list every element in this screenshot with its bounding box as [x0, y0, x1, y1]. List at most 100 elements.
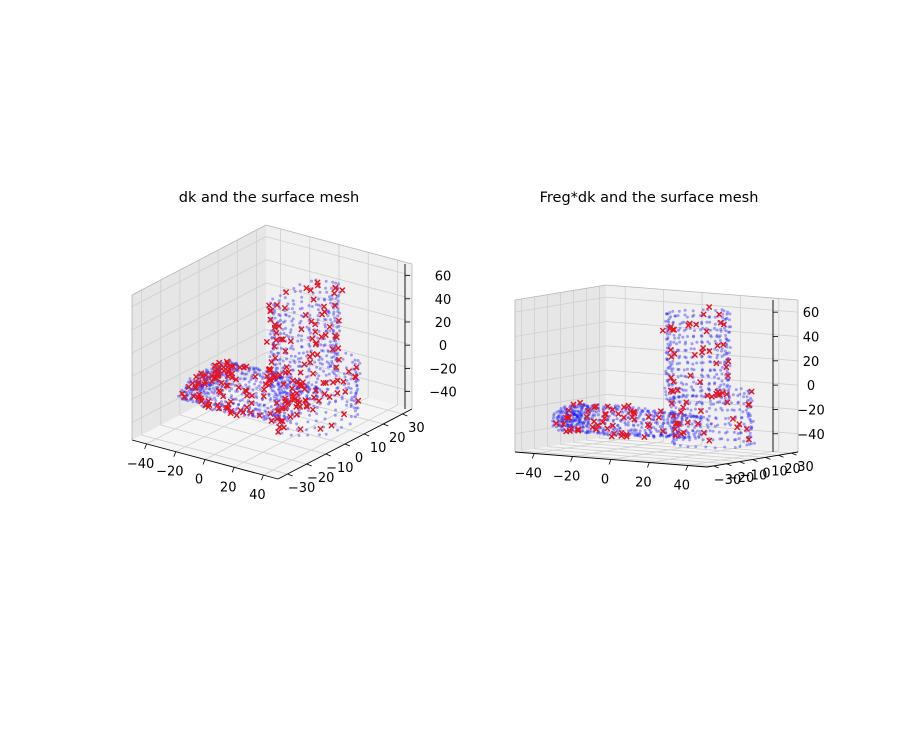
mesh-point	[680, 321, 684, 325]
mesh-point	[290, 344, 294, 348]
x-marker	[736, 421, 743, 428]
mesh-point	[271, 297, 275, 301]
mesh-point	[334, 408, 338, 412]
mesh-point	[254, 391, 258, 395]
x-marker	[299, 379, 307, 386]
mesh-point	[213, 389, 217, 393]
mesh-point	[322, 369, 325, 373]
mesh-point	[714, 416, 718, 420]
x-marker	[263, 338, 270, 346]
mesh-point	[349, 398, 353, 402]
mesh-point	[673, 396, 677, 400]
mesh-point	[269, 405, 273, 409]
mesh-point	[717, 430, 721, 434]
mesh-point	[670, 369, 674, 373]
mesh-point	[308, 313, 312, 317]
mesh-point	[349, 403, 353, 406]
mesh-point	[719, 327, 723, 331]
mesh-point	[713, 375, 716, 379]
x-marker	[355, 397, 362, 404]
mesh-point	[665, 332, 669, 336]
mesh-point	[324, 432, 328, 436]
mesh-point	[715, 335, 719, 339]
mesh-point	[574, 419, 578, 423]
mesh-point	[580, 422, 584, 426]
mesh-point	[562, 411, 566, 415]
mesh-point	[700, 368, 704, 372]
mesh-point	[736, 401, 740, 405]
mesh-point	[285, 391, 289, 395]
mesh-point	[345, 400, 349, 404]
mesh-point	[669, 340, 673, 344]
mesh-point	[720, 349, 723, 353]
mesh-point	[715, 333, 719, 337]
mesh-point	[186, 380, 190, 384]
mesh-point	[701, 375, 705, 378]
mesh-point	[258, 403, 262, 406]
mesh-point	[591, 415, 595, 418]
mesh-point	[750, 425, 754, 429]
mesh-point	[665, 330, 668, 334]
x-tick-label: 0	[601, 473, 609, 488]
mesh-point	[292, 310, 296, 314]
x-marker	[706, 303, 713, 311]
pane-edge	[514, 284, 607, 301]
mesh-point	[278, 391, 282, 395]
mesh-point	[261, 375, 265, 379]
mesh-point	[666, 380, 670, 384]
mesh-point	[277, 299, 281, 303]
mesh-point	[332, 372, 336, 376]
y-tick-label: −10	[326, 461, 353, 476]
mesh-point	[310, 279, 314, 283]
mesh-point	[717, 377, 721, 380]
mesh-point	[318, 290, 322, 294]
mesh-point	[709, 335, 713, 339]
y-tick-mark	[306, 463, 312, 467]
mesh-point	[270, 336, 274, 340]
mesh-point	[713, 381, 717, 385]
mesh-point	[571, 410, 575, 414]
mesh-point	[639, 421, 643, 424]
mesh-point	[292, 287, 296, 290]
mesh-point	[593, 413, 597, 417]
mesh-point	[742, 392, 746, 395]
x-marker	[668, 353, 675, 360]
mesh-point	[575, 422, 579, 426]
mesh-point	[679, 374, 683, 378]
grid-line-z	[131, 329, 267, 400]
mesh-point	[631, 423, 635, 427]
mesh-point	[719, 361, 722, 365]
mesh-point	[289, 354, 293, 358]
mesh-point	[672, 372, 675, 376]
mesh-point	[580, 426, 584, 429]
mesh-point	[701, 438, 705, 442]
mesh-point	[698, 400, 702, 404]
mesh-point	[231, 382, 235, 386]
mesh-point	[237, 403, 240, 406]
mesh-point	[240, 392, 244, 396]
x-marker	[680, 404, 687, 411]
mesh-point	[708, 320, 712, 324]
mesh-point	[686, 407, 690, 411]
mesh-point	[555, 410, 559, 414]
mesh-point	[682, 394, 686, 398]
mesh-point	[694, 407, 697, 411]
mesh-point	[725, 345, 729, 349]
mesh-point	[668, 411, 672, 415]
mesh-point	[285, 334, 289, 337]
mesh-point	[720, 355, 724, 358]
x-marker	[332, 284, 339, 292]
grid-line-z	[514, 321, 607, 337]
mesh-point	[686, 445, 690, 449]
x-tick-mark	[685, 465, 689, 471]
mesh-point	[317, 358, 321, 362]
mesh-point	[748, 442, 751, 446]
mesh-point	[747, 434, 751, 438]
mesh-point	[669, 364, 672, 368]
mesh-point	[278, 314, 282, 318]
mesh-point	[664, 393, 668, 397]
x-marker	[745, 401, 752, 408]
x-marker	[560, 421, 567, 428]
x-marker	[216, 359, 223, 366]
